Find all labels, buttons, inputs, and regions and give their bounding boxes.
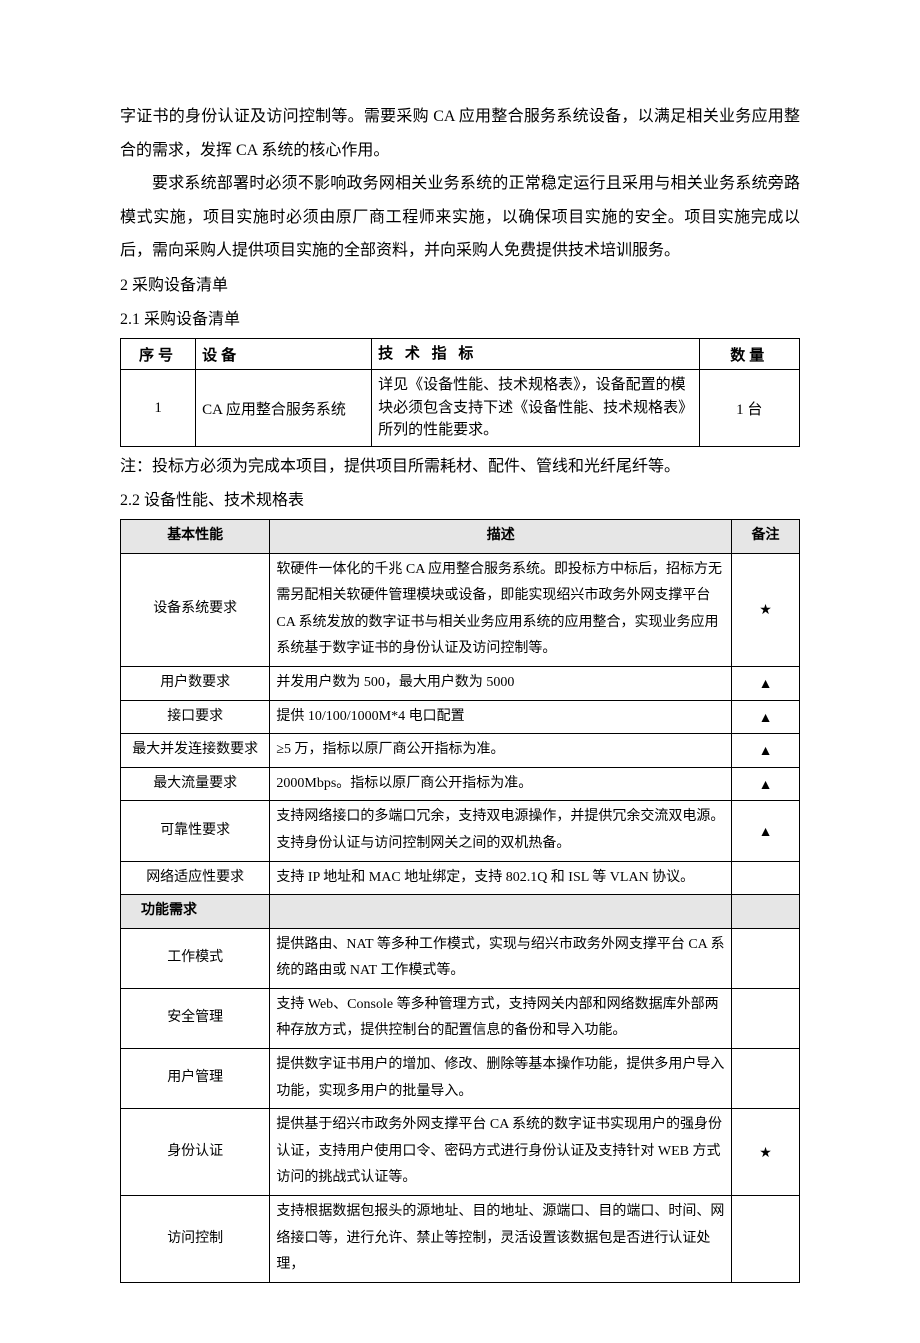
spec-subheader-row: 功能需求 — [121, 895, 800, 929]
spec-mark: ▲ — [732, 801, 800, 861]
col-header-qty: 数量 — [699, 338, 799, 370]
spec-mark — [732, 861, 800, 895]
cell-device: CA 应用整合服务系统 — [196, 370, 372, 447]
intro-paragraph-2: 要求系统部署时必须不影响政务网相关业务系统的正常稳定运行且采用与相关业务系统旁路… — [120, 167, 800, 268]
spec-mark: ▲ — [732, 767, 800, 801]
spec-name: 网络适应性要求 — [121, 861, 270, 895]
spec-mark: ▲ — [732, 666, 800, 700]
col-header-device: 设备 — [196, 338, 372, 370]
cell-seq: 1 — [121, 370, 196, 447]
spec-mark: ★ — [732, 553, 800, 666]
spec-row: 用户数要求 并发用户数为 500，最大用户数为 5000 ▲ — [121, 666, 800, 700]
spec-name: 可靠性要求 — [121, 801, 270, 861]
table-row: 1 CA 应用整合服务系统 详见《设备性能、技术规格表》，设备配置的模块必须包含… — [121, 370, 800, 447]
spec-name: 最大并发连接数要求 — [121, 734, 270, 768]
col-header-spec: 技 术 指 标 — [372, 338, 699, 370]
spec-desc: ≥5 万，指标以原厂商公开指标为准。 — [270, 734, 732, 768]
spec-row: 网络适应性要求 支持 IP 地址和 MAC 地址绑定，支持 802.1Q 和 I… — [121, 861, 800, 895]
spec-header-name: 基本性能 — [121, 519, 270, 553]
spec-table: 基本性能 描述 备注 设备系统要求 软硬件一体化的千兆 CA 应用整合服务系统。… — [120, 519, 800, 1283]
spec-name: 接口要求 — [121, 700, 270, 734]
section-2-1-heading: 2.1 采购设备清单 — [120, 304, 800, 336]
spec-name: 身份认证 — [121, 1109, 270, 1196]
table-note: 注：投标方必须为完成本项目，提供项目所需耗材、配件、管线和光纤尾纤等。 — [120, 451, 800, 483]
spec-desc: 2000Mbps。指标以原厂商公开指标为准。 — [270, 767, 732, 801]
spec-row: 访问控制 支持根据数据包报头的源地址、目的地址、源端口、目的端口、时间、网络接口… — [121, 1196, 800, 1283]
spec-desc: 支持 IP 地址和 MAC 地址绑定，支持 802.1Q 和 ISL 等 VLA… — [270, 861, 732, 895]
spec-mark — [732, 1049, 800, 1109]
spec-row: 可靠性要求 支持网络接口的多端口冗余，支持双电源操作，并提供冗余交流双电源。支持… — [121, 801, 800, 861]
spec-subheader: 功能需求 — [121, 895, 270, 929]
spec-name: 安全管理 — [121, 988, 270, 1048]
spec-desc: 支持 Web、Console 等多种管理方式，支持网关内部和网络数据库外部两种存… — [270, 988, 732, 1048]
spec-desc: 软硬件一体化的千兆 CA 应用整合服务系统。即投标方中标后，招标方无需另配相关软… — [270, 553, 732, 666]
intro-paragraph-1: 字证书的身份认证及访问控制等。需要采购 CA 应用整合服务系统设备，以满足相关业… — [120, 100, 800, 167]
spec-name: 用户数要求 — [121, 666, 270, 700]
spec-mark: ▲ — [732, 734, 800, 768]
spec-row: 最大流量要求 2000Mbps。指标以原厂商公开指标为准。 ▲ — [121, 767, 800, 801]
table-header-row: 序号 设备 技 术 指 标 数量 — [121, 338, 800, 370]
spec-desc: 提供路由、NAT 等多种工作模式，实现与绍兴市政务外网支撑平台 CA 系统的路由… — [270, 928, 732, 988]
spec-row: 工作模式 提供路由、NAT 等多种工作模式，实现与绍兴市政务外网支撑平台 CA … — [121, 928, 800, 988]
spec-header-row: 基本性能 描述 备注 — [121, 519, 800, 553]
cell-qty: 1 台 — [699, 370, 799, 447]
spec-mark: ▲ — [732, 700, 800, 734]
spec-row: 身份认证 提供基于绍兴市政务外网支撑平台 CA 系统的数字证书实现用户的强身份认… — [121, 1109, 800, 1196]
spec-name: 工作模式 — [121, 928, 270, 988]
col-header-seq: 序号 — [121, 338, 196, 370]
spec-row: 接口要求 提供 10/100/1000M*4 电口配置 ▲ — [121, 700, 800, 734]
spec-desc: 并发用户数为 500，最大用户数为 5000 — [270, 666, 732, 700]
spec-desc: 支持网络接口的多端口冗余，支持双电源操作，并提供冗余交流双电源。支持身份认证与访… — [270, 801, 732, 861]
section-2-heading: 2 采购设备清单 — [120, 270, 800, 302]
spec-mark — [732, 988, 800, 1048]
spec-desc: 支持根据数据包报头的源地址、目的地址、源端口、目的端口、时间、网络接口等，进行允… — [270, 1196, 732, 1283]
spec-desc: 提供 10/100/1000M*4 电口配置 — [270, 700, 732, 734]
spec-header-desc: 描述 — [270, 519, 732, 553]
document-page: 字证书的身份认证及访问控制等。需要采购 CA 应用整合服务系统设备，以满足相关业… — [0, 0, 920, 1343]
spec-desc: 提供基于绍兴市政务外网支撑平台 CA 系统的数字证书实现用户的强身份认证，支持用… — [270, 1109, 732, 1196]
spec-header-mark: 备注 — [732, 519, 800, 553]
spec-subheader-empty — [270, 895, 732, 929]
spec-name: 最大流量要求 — [121, 767, 270, 801]
spec-subheader-empty — [732, 895, 800, 929]
equipment-list-table: 序号 设备 技 术 指 标 数量 1 CA 应用整合服务系统 详见《设备性能、技… — [120, 338, 800, 447]
spec-mark — [732, 1196, 800, 1283]
spec-row: 最大并发连接数要求 ≥5 万，指标以原厂商公开指标为准。 ▲ — [121, 734, 800, 768]
spec-row: 设备系统要求 软硬件一体化的千兆 CA 应用整合服务系统。即投标方中标后，招标方… — [121, 553, 800, 666]
spec-row: 用户管理 提供数字证书用户的增加、修改、删除等基本操作功能，提供多用户导入功能，… — [121, 1049, 800, 1109]
cell-spec: 详见《设备性能、技术规格表》，设备配置的模块必须包含支持下述《设备性能、技术规格… — [372, 370, 699, 447]
spec-name: 用户管理 — [121, 1049, 270, 1109]
section-2-2-heading: 2.2 设备性能、技术规格表 — [120, 485, 800, 517]
spec-name: 设备系统要求 — [121, 553, 270, 666]
spec-name: 访问控制 — [121, 1196, 270, 1283]
spec-mark — [732, 928, 800, 988]
spec-mark: ★ — [732, 1109, 800, 1196]
spec-row: 安全管理 支持 Web、Console 等多种管理方式，支持网关内部和网络数据库… — [121, 988, 800, 1048]
spec-desc: 提供数字证书用户的增加、修改、删除等基本操作功能，提供多用户导入功能，实现多用户… — [270, 1049, 732, 1109]
